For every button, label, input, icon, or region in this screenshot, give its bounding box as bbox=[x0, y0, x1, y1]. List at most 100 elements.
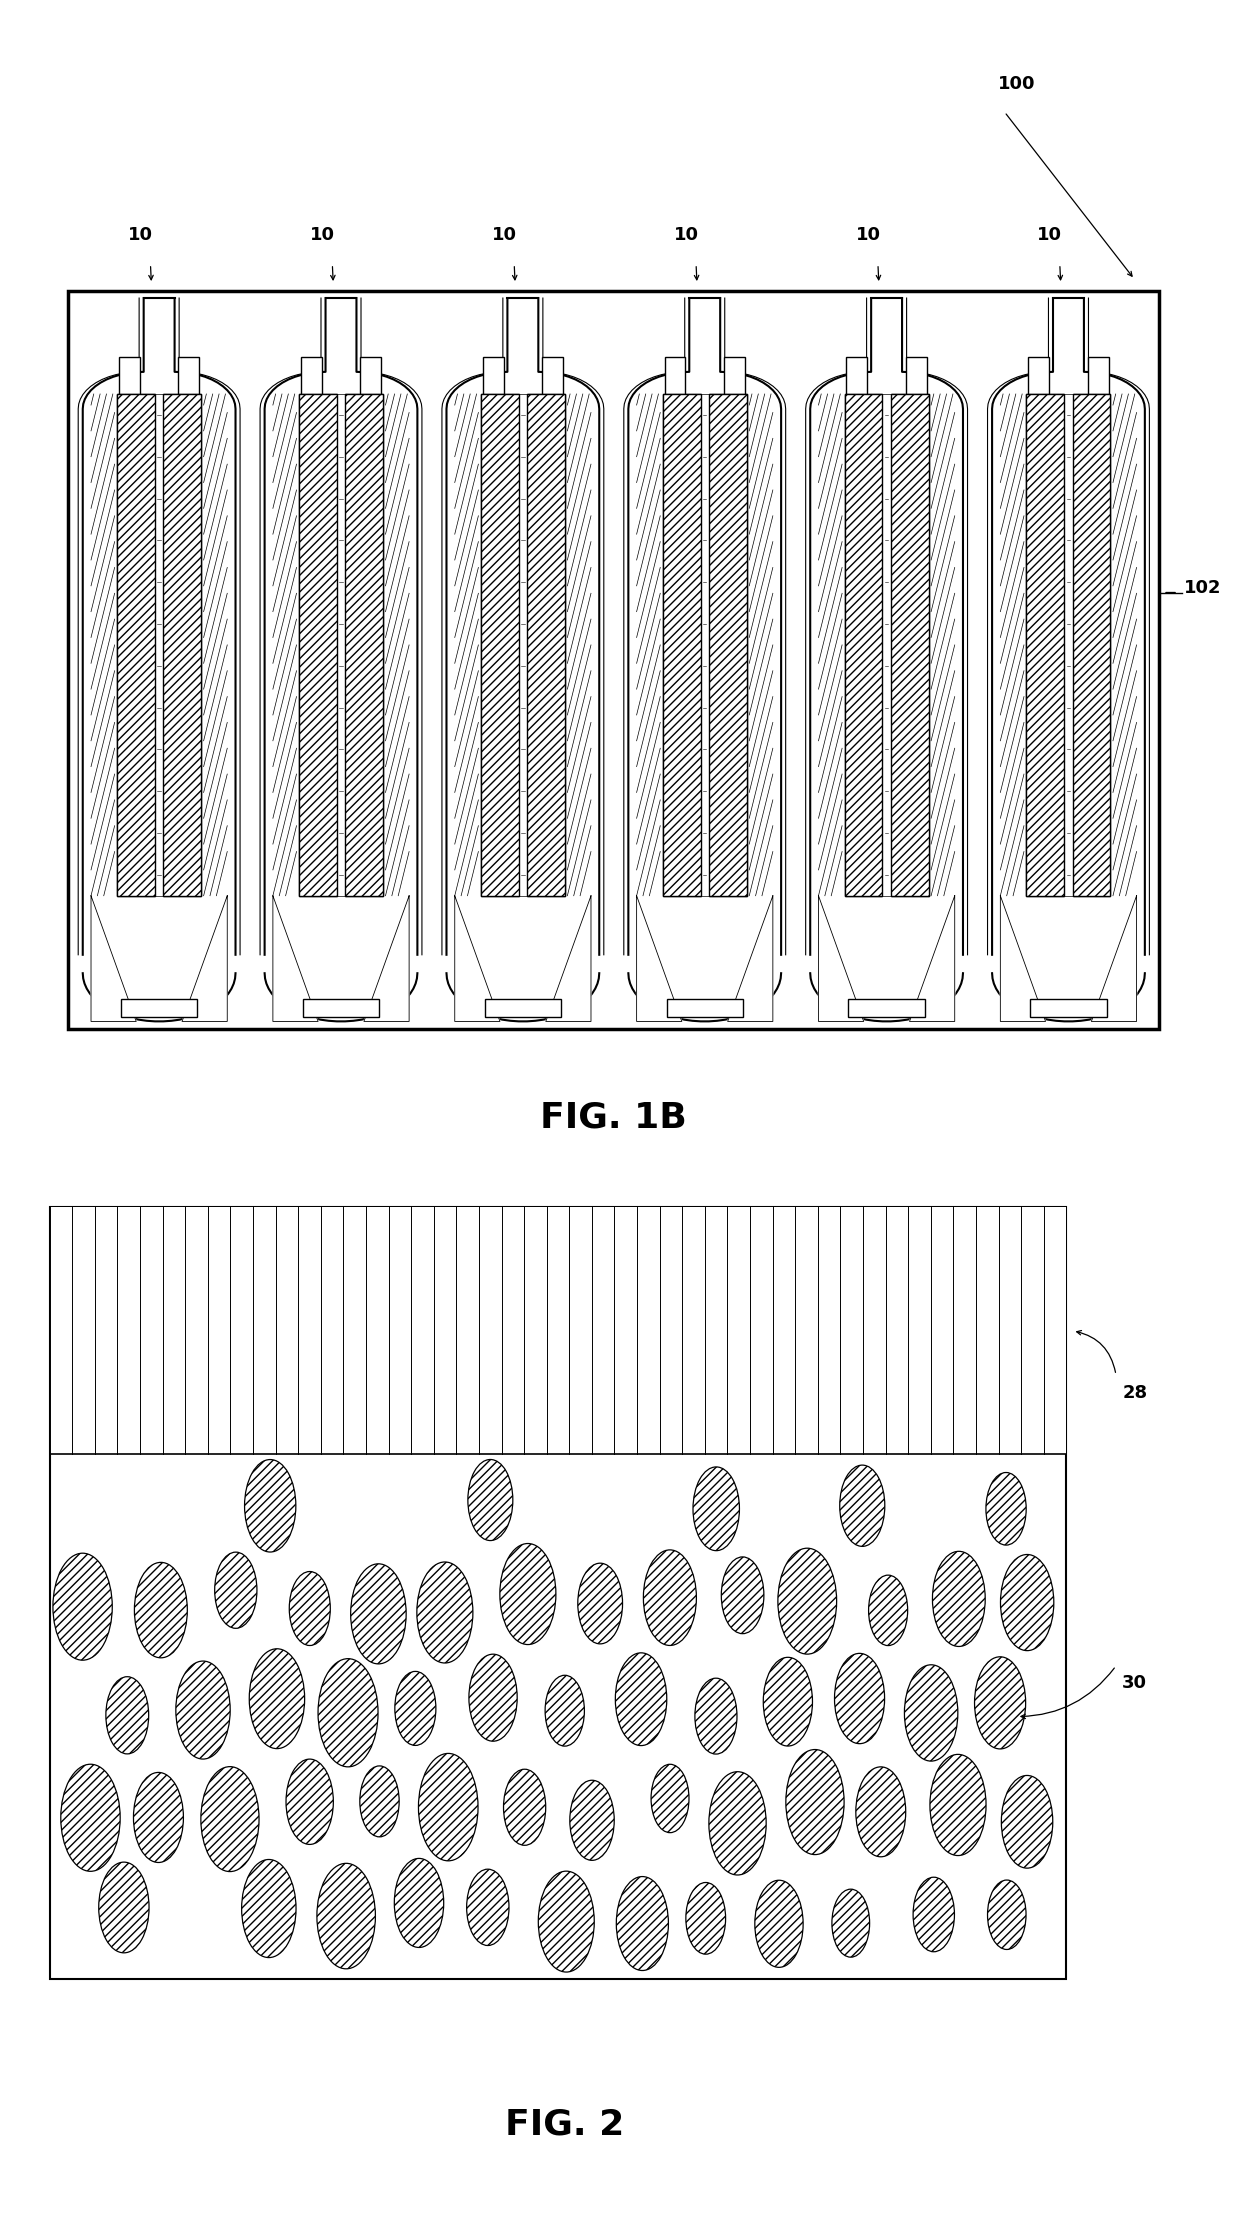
Polygon shape bbox=[1001, 897, 1045, 1022]
Bar bbox=[1027, 394, 1064, 897]
Bar bbox=[890, 394, 929, 897]
Bar bbox=[481, 394, 518, 897]
Text: 30: 30 bbox=[1122, 1675, 1147, 1693]
Circle shape bbox=[709, 1771, 766, 1876]
Bar bbox=[485, 999, 560, 1017]
Text: 10: 10 bbox=[1038, 226, 1063, 244]
Circle shape bbox=[285, 1760, 334, 1845]
Circle shape bbox=[644, 1550, 697, 1646]
Bar bbox=[1064, 394, 1073, 897]
Bar bbox=[662, 394, 701, 897]
Text: 10: 10 bbox=[128, 226, 153, 244]
Circle shape bbox=[176, 1661, 231, 1760]
Bar bbox=[844, 394, 883, 897]
Bar bbox=[164, 394, 201, 897]
Bar bbox=[361, 358, 381, 394]
Circle shape bbox=[835, 1652, 884, 1744]
Circle shape bbox=[469, 1655, 517, 1742]
Circle shape bbox=[835, 1652, 885, 1744]
Text: 102: 102 bbox=[1184, 579, 1221, 597]
Bar bbox=[301, 358, 321, 394]
Bar bbox=[709, 394, 746, 897]
Text: FIG. 1B: FIG. 1B bbox=[541, 1100, 687, 1136]
Circle shape bbox=[651, 1764, 689, 1834]
Circle shape bbox=[394, 1670, 436, 1746]
Circle shape bbox=[932, 1552, 986, 1648]
Circle shape bbox=[317, 1659, 378, 1766]
Polygon shape bbox=[1091, 897, 1137, 1022]
Polygon shape bbox=[636, 897, 682, 1022]
Circle shape bbox=[686, 1883, 725, 1954]
Circle shape bbox=[1001, 1554, 1054, 1650]
Circle shape bbox=[351, 1563, 407, 1664]
Circle shape bbox=[289, 1572, 331, 1646]
Circle shape bbox=[360, 1766, 399, 1838]
Circle shape bbox=[708, 1771, 766, 1876]
Circle shape bbox=[201, 1766, 259, 1872]
Bar bbox=[337, 394, 345, 897]
Circle shape bbox=[467, 1460, 513, 1541]
Circle shape bbox=[105, 1677, 149, 1753]
Polygon shape bbox=[182, 897, 227, 1022]
Circle shape bbox=[616, 1876, 668, 1970]
Bar bbox=[844, 394, 883, 897]
Circle shape bbox=[394, 1858, 444, 1948]
Bar bbox=[890, 394, 929, 897]
Bar bbox=[164, 394, 201, 897]
Circle shape bbox=[249, 1648, 305, 1749]
Circle shape bbox=[930, 1755, 986, 1856]
Bar bbox=[299, 394, 337, 897]
Circle shape bbox=[317, 1863, 376, 1970]
Circle shape bbox=[755, 1880, 804, 1968]
Polygon shape bbox=[455, 897, 500, 1022]
Polygon shape bbox=[546, 897, 591, 1022]
Bar bbox=[724, 358, 745, 394]
Bar bbox=[155, 394, 164, 897]
Polygon shape bbox=[909, 897, 955, 1022]
Circle shape bbox=[644, 1550, 697, 1646]
Circle shape bbox=[417, 1563, 472, 1664]
Bar bbox=[890, 394, 929, 897]
Bar bbox=[709, 394, 746, 897]
Circle shape bbox=[500, 1543, 556, 1643]
Circle shape bbox=[686, 1883, 725, 1954]
Bar bbox=[701, 394, 709, 897]
Circle shape bbox=[360, 1766, 399, 1836]
Circle shape bbox=[868, 1574, 908, 1646]
Circle shape bbox=[134, 1563, 187, 1657]
Bar bbox=[164, 394, 201, 897]
Circle shape bbox=[316, 1863, 376, 1970]
Circle shape bbox=[987, 1880, 1027, 1950]
Circle shape bbox=[986, 1471, 1027, 1545]
Circle shape bbox=[722, 1556, 764, 1635]
Circle shape bbox=[651, 1764, 689, 1834]
Bar bbox=[1087, 358, 1109, 394]
Text: 100: 100 bbox=[998, 76, 1035, 94]
Circle shape bbox=[52, 1552, 113, 1661]
Circle shape bbox=[215, 1552, 257, 1628]
Circle shape bbox=[394, 1670, 436, 1746]
Polygon shape bbox=[728, 897, 773, 1022]
Circle shape bbox=[538, 1872, 594, 1972]
Circle shape bbox=[755, 1880, 804, 1968]
Polygon shape bbox=[273, 897, 319, 1022]
Circle shape bbox=[538, 1872, 594, 1972]
Circle shape bbox=[1002, 1775, 1053, 1867]
Text: 10: 10 bbox=[856, 226, 880, 244]
Circle shape bbox=[722, 1556, 764, 1635]
Circle shape bbox=[503, 1769, 546, 1845]
Circle shape bbox=[777, 1547, 837, 1655]
Bar bbox=[709, 394, 746, 897]
Circle shape bbox=[215, 1552, 257, 1628]
Circle shape bbox=[832, 1889, 869, 1956]
Circle shape bbox=[467, 1460, 513, 1541]
Circle shape bbox=[201, 1766, 259, 1872]
Bar bbox=[303, 999, 379, 1017]
Circle shape bbox=[134, 1563, 187, 1659]
Circle shape bbox=[61, 1764, 120, 1872]
Circle shape bbox=[469, 1655, 517, 1742]
Circle shape bbox=[286, 1760, 334, 1845]
Circle shape bbox=[1001, 1775, 1053, 1869]
Bar bbox=[527, 394, 565, 897]
Circle shape bbox=[176, 1661, 231, 1760]
